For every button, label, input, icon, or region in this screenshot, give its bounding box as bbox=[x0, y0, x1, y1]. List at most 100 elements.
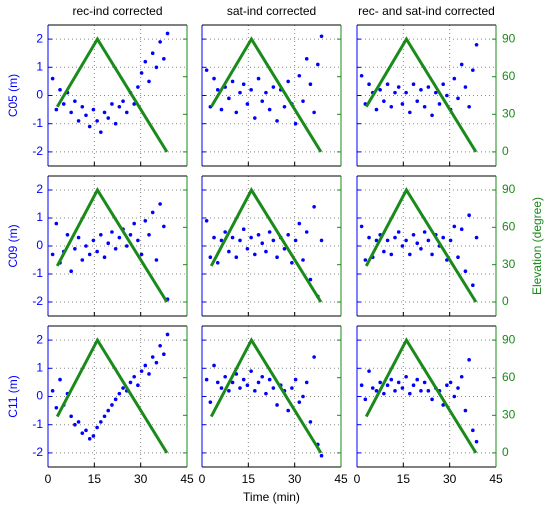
y-tick-label: 0 bbox=[36, 389, 43, 403]
point bbox=[382, 99, 386, 103]
elevation-line bbox=[364, 186, 478, 303]
point bbox=[441, 82, 445, 87]
point bbox=[73, 422, 77, 427]
point bbox=[91, 107, 96, 112]
point bbox=[404, 238, 408, 243]
point bbox=[404, 374, 408, 379]
point bbox=[230, 79, 235, 84]
point bbox=[241, 82, 246, 87]
point bbox=[463, 408, 468, 413]
point bbox=[117, 391, 122, 396]
point bbox=[385, 238, 390, 243]
y2-tick-label: 90 bbox=[502, 31, 516, 45]
point bbox=[69, 110, 73, 115]
plot-area bbox=[48, 176, 187, 316]
point bbox=[301, 258, 305, 262]
point bbox=[139, 71, 144, 75]
point bbox=[359, 224, 364, 229]
point bbox=[474, 42, 479, 47]
point bbox=[452, 394, 457, 399]
elevation-line bbox=[55, 186, 169, 303]
point bbox=[102, 110, 107, 115]
point bbox=[241, 227, 246, 231]
point bbox=[275, 119, 279, 123]
elevation-line bbox=[209, 337, 323, 454]
point bbox=[143, 59, 148, 64]
point bbox=[286, 408, 290, 413]
point bbox=[58, 88, 62, 92]
point bbox=[132, 374, 136, 379]
point bbox=[426, 389, 431, 393]
point bbox=[308, 420, 313, 424]
point bbox=[165, 332, 170, 337]
elevation-line bbox=[55, 36, 169, 153]
point bbox=[408, 110, 412, 115]
point bbox=[117, 104, 122, 109]
point bbox=[467, 358, 471, 362]
point bbox=[471, 428, 475, 433]
point bbox=[264, 90, 268, 95]
point bbox=[312, 205, 316, 209]
point bbox=[215, 88, 220, 92]
point bbox=[110, 403, 114, 407]
point bbox=[430, 252, 434, 257]
point bbox=[304, 57, 309, 61]
elevation-line bbox=[364, 337, 478, 454]
plot-area bbox=[357, 176, 496, 316]
panel-title: rec- and sat-ind corrected bbox=[358, 4, 495, 18]
point bbox=[422, 104, 427, 109]
point bbox=[459, 374, 464, 379]
y2-tick-label: 60 bbox=[502, 370, 516, 384]
point bbox=[389, 104, 394, 109]
y-axis-label: C09 (m) bbox=[6, 224, 20, 267]
point bbox=[378, 380, 382, 385]
x-tick-label: 0 bbox=[354, 472, 361, 486]
point bbox=[282, 247, 287, 251]
point bbox=[113, 247, 118, 251]
point bbox=[136, 85, 140, 89]
point bbox=[267, 377, 272, 382]
point bbox=[463, 85, 468, 89]
point bbox=[204, 68, 209, 72]
point bbox=[76, 235, 81, 240]
point bbox=[84, 244, 88, 248]
point bbox=[150, 355, 155, 359]
point bbox=[158, 343, 162, 348]
point bbox=[61, 102, 66, 106]
point bbox=[50, 76, 55, 81]
point bbox=[393, 389, 397, 393]
point bbox=[260, 99, 265, 103]
point bbox=[297, 400, 302, 404]
point bbox=[297, 73, 302, 78]
point bbox=[411, 233, 416, 237]
point bbox=[308, 82, 313, 87]
point bbox=[433, 90, 438, 95]
point bbox=[95, 249, 99, 254]
point bbox=[147, 233, 151, 237]
point bbox=[227, 249, 231, 254]
x-tick-label: 0 bbox=[45, 472, 52, 486]
point bbox=[117, 235, 122, 240]
point bbox=[76, 420, 81, 424]
point bbox=[367, 369, 371, 373]
point bbox=[73, 99, 77, 103]
point bbox=[301, 99, 305, 103]
point bbox=[271, 85, 276, 89]
plot-area bbox=[357, 326, 496, 467]
point bbox=[106, 241, 111, 245]
y2-tick-label: 0 bbox=[502, 445, 509, 459]
y-tick-label: 1 bbox=[36, 59, 43, 73]
point bbox=[304, 380, 309, 385]
plot-area bbox=[48, 25, 187, 166]
y-axis-label: C11 (m) bbox=[6, 375, 20, 417]
point bbox=[99, 130, 103, 134]
point bbox=[389, 377, 394, 382]
point bbox=[132, 221, 136, 226]
point bbox=[102, 414, 107, 419]
point bbox=[282, 104, 287, 109]
point bbox=[227, 96, 231, 101]
y-tick-label: 2 bbox=[36, 31, 43, 45]
point bbox=[106, 408, 111, 413]
point bbox=[463, 269, 468, 274]
point bbox=[121, 386, 125, 390]
